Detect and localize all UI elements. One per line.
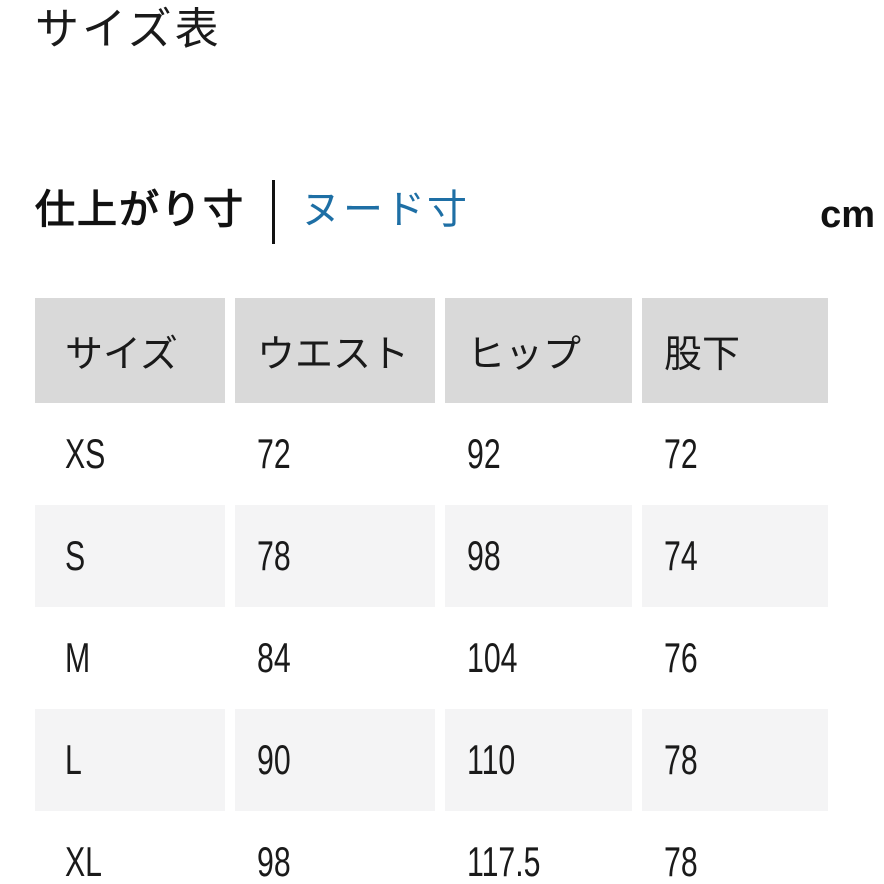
cell-size: XS [35,403,225,505]
cell-size: L [35,709,225,811]
page-title: サイズ表 [35,5,222,54]
tab-divider [272,180,275,244]
table-row-xs: XS 72 92 72 [35,403,828,505]
cell-size: S [35,505,225,607]
cell-size: XL [35,811,225,884]
tab-nude-measurements[interactable]: ヌード寸 [301,188,469,232]
size-table: サイズ ウエスト ヒップ 股下 XS 72 92 72 S 78 98 74 M… [25,298,838,884]
unit-label: cm [820,194,875,236]
cell-size: M [35,607,225,709]
table-row-s: S 78 98 74 [35,505,828,607]
cell-hip: 117.5 [445,811,632,884]
table-row-m: M 84 104 76 [35,607,828,709]
col-header-hip: ヒップ [445,298,632,403]
cell-inseam: 72 [642,403,828,505]
cell-hip: 92 [445,403,632,505]
cell-waist: 84 [235,607,435,709]
tab-finished-measurements[interactable]: 仕上がり寸 [35,188,245,232]
cell-inseam: 74 [642,505,828,607]
cell-waist: 98 [235,811,435,884]
cell-hip: 110 [445,709,632,811]
col-header-waist: ウエスト [235,298,435,403]
table-header-row: サイズ ウエスト ヒップ 股下 [35,298,828,403]
col-header-inseam: 股下 [642,298,828,403]
cell-inseam: 76 [642,607,828,709]
col-header-size: サイズ [35,298,225,403]
table-row-xl: XL 98 117.5 78 [35,811,828,884]
table-row-l: L 90 110 78 [35,709,828,811]
cell-waist: 78 [235,505,435,607]
cell-hip: 98 [445,505,632,607]
cell-inseam: 78 [642,709,828,811]
cell-inseam: 78 [642,811,828,884]
cell-waist: 72 [235,403,435,505]
cell-waist: 90 [235,709,435,811]
cell-hip: 104 [445,607,632,709]
